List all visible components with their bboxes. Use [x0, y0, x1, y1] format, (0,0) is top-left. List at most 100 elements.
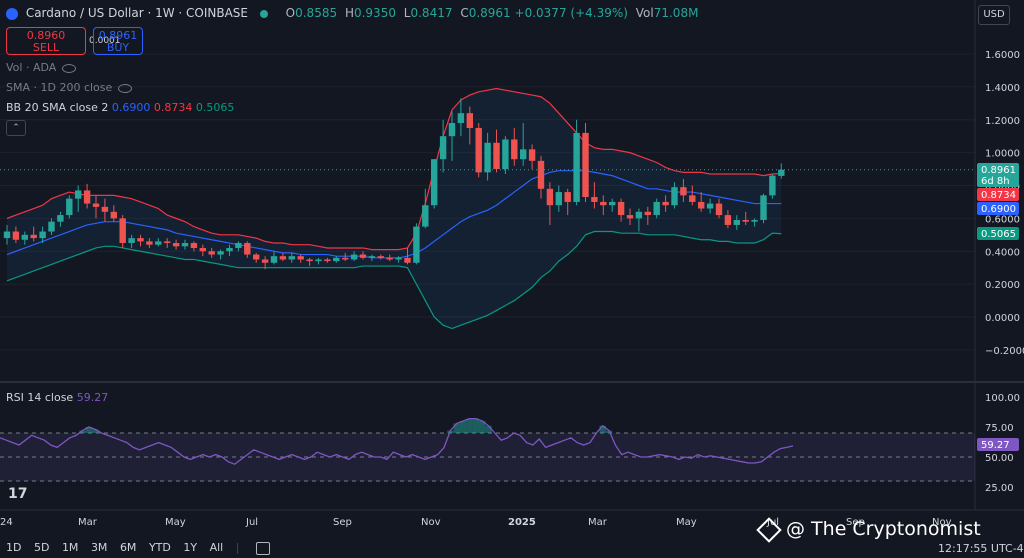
candle[interactable] — [511, 127, 518, 166]
calendar-icon[interactable] — [255, 541, 270, 555]
candle[interactable] — [164, 238, 171, 248]
candle[interactable] — [181, 239, 189, 250]
candle[interactable] — [671, 182, 678, 209]
candle[interactable] — [101, 198, 109, 222]
eye-hidden-icon[interactable] — [62, 63, 77, 73]
candle[interactable] — [582, 123, 589, 202]
candle[interactable] — [261, 256, 269, 270]
candle[interactable] — [564, 188, 571, 216]
candle[interactable] — [199, 244, 206, 257]
candle[interactable] — [520, 123, 527, 166]
candle[interactable] — [724, 210, 732, 229]
candle[interactable] — [502, 136, 509, 174]
candle[interactable] — [48, 218, 55, 235]
range-ytd[interactable]: YTD — [148, 541, 171, 554]
candle[interactable] — [350, 251, 358, 262]
candle[interactable] — [484, 132, 491, 181]
candle[interactable] — [66, 195, 73, 219]
candle[interactable] — [413, 223, 420, 265]
candle[interactable] — [30, 226, 37, 242]
candle[interactable] — [769, 173, 776, 199]
candle[interactable] — [706, 198, 714, 214]
range-3m[interactable]: 3M — [90, 541, 108, 554]
candle[interactable] — [368, 254, 376, 262]
candle[interactable] — [75, 185, 82, 212]
candle[interactable] — [760, 193, 767, 224]
candle[interactable] — [244, 241, 251, 258]
candle[interactable] — [493, 129, 500, 173]
candle[interactable] — [253, 252, 260, 263]
candle[interactable] — [172, 239, 180, 250]
candle[interactable] — [573, 119, 580, 206]
candle[interactable] — [626, 208, 634, 225]
candle[interactable] — [715, 198, 723, 219]
eye-hidden-icon[interactable] — [118, 83, 133, 93]
candle[interactable] — [270, 251, 278, 265]
candle[interactable] — [146, 238, 153, 248]
candle[interactable] — [83, 183, 91, 209]
candle[interactable] — [600, 195, 607, 216]
candle[interactable] — [635, 208, 643, 232]
sell-button[interactable]: 0.8960 SELL — [6, 27, 86, 55]
candle[interactable] — [315, 257, 322, 265]
vol-indicator-legend[interactable]: Vol · ADA — [6, 61, 77, 74]
candle[interactable] — [733, 215, 740, 230]
range-6m[interactable]: 6M — [119, 541, 137, 554]
candle[interactable] — [404, 247, 411, 265]
candle[interactable] — [190, 241, 198, 252]
candle[interactable] — [644, 206, 651, 225]
candle[interactable] — [235, 241, 242, 252]
candle[interactable] — [342, 252, 349, 262]
currency-selector[interactable]: USD — [978, 5, 1010, 25]
candle[interactable] — [21, 231, 28, 245]
candle[interactable] — [288, 252, 295, 263]
candle[interactable] — [12, 226, 20, 244]
candle[interactable] — [110, 205, 117, 222]
range-1y[interactable]: 1Y — [183, 541, 198, 554]
rsi-indicator-legend[interactable]: RSI 14 close 59.27 — [6, 391, 108, 404]
candle[interactable] — [448, 111, 456, 161]
candle[interactable] — [386, 254, 393, 262]
candle[interactable] — [546, 182, 554, 225]
candle[interactable] — [778, 163, 785, 179]
candle[interactable] — [662, 195, 669, 212]
bb-indicator-legend[interactable]: BB 20 SMA close 2 0.6900 0.8734 0.5065 — [6, 101, 234, 114]
candle[interactable] — [39, 226, 46, 244]
candle[interactable] — [431, 159, 438, 209]
candle[interactable] — [475, 123, 482, 178]
candle[interactable] — [279, 252, 287, 262]
candle[interactable] — [609, 198, 616, 212]
candle[interactable] — [689, 185, 696, 206]
candle[interactable] — [698, 192, 705, 212]
candle[interactable] — [119, 215, 126, 248]
candle[interactable] — [57, 211, 64, 227]
candle[interactable] — [528, 144, 536, 170]
candle[interactable] — [377, 254, 384, 260]
candle[interactable] — [306, 257, 313, 267]
candle[interactable] — [591, 182, 598, 209]
range-5d[interactable]: 5D — [33, 541, 50, 554]
symbol-title[interactable]: Cardano / US Dollar · 1W · COINBASE — [25, 6, 248, 20]
clock[interactable]: 12:17:55 UTC-4 — [938, 542, 1024, 555]
candle[interactable] — [617, 198, 625, 222]
candle[interactable] — [155, 238, 162, 247]
candle[interactable] — [208, 247, 215, 258]
candle[interactable] — [537, 155, 545, 199]
range-1m[interactable]: 1M — [61, 541, 79, 554]
candle[interactable] — [422, 188, 429, 229]
candle[interactable] — [359, 251, 367, 260]
candle[interactable] — [226, 244, 233, 257]
candle[interactable] — [297, 254, 304, 263]
candle[interactable] — [137, 234, 144, 247]
candle[interactable] — [92, 195, 100, 219]
candle[interactable] — [680, 178, 687, 202]
tradingview-logo-icon[interactable]: 17 — [8, 486, 28, 502]
range-1d[interactable]: 1D — [6, 541, 22, 554]
candle[interactable] — [324, 257, 331, 263]
candle[interactable] — [466, 106, 473, 145]
sma-indicator-legend[interactable]: SMA · 1D 200 close — [6, 81, 133, 94]
candle[interactable] — [128, 234, 135, 248]
candle[interactable] — [742, 211, 749, 225]
candle[interactable] — [333, 256, 340, 263]
